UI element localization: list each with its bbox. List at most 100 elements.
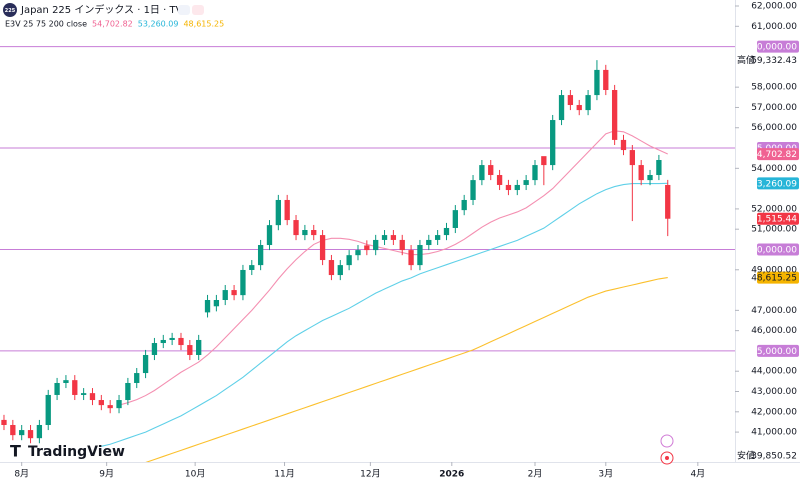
candle-body [54,382,60,395]
y-tick-label: 41,000.00 [751,428,797,438]
candle [576,99,582,116]
candle-body [240,269,246,296]
x-tick-label: 11月 [274,469,294,480]
candle-body [204,300,211,313]
candle [204,294,211,318]
candle-body [496,175,503,185]
moving-average [101,182,668,447]
candle [399,234,405,256]
candle [319,230,326,266]
candle [514,179,520,196]
candle-body [284,199,290,221]
candle [603,64,609,96]
candle-body [470,180,476,200]
candle [63,375,69,389]
candle-body [505,184,512,191]
replay-dot [665,456,669,460]
candle-body [585,95,591,111]
candle [550,114,556,171]
candle-body [125,382,131,401]
price-badge [757,271,799,284]
candle [337,260,343,281]
candle-body [567,95,574,106]
candle-body [249,265,255,270]
candle-body [355,250,361,256]
candle [196,334,202,361]
price-badge [757,177,799,190]
candle-body [629,150,635,166]
header-button[interactable] [178,5,190,15]
x-tick-label: 8月 [14,469,29,480]
candle [160,334,166,349]
y-tick-label: 47,000.00 [751,306,797,316]
candle-body [452,210,458,228]
y-tick-label: 44,000.00 [751,367,797,377]
candle-body [302,230,308,236]
candle-body [72,380,78,395]
level-badge [757,243,799,256]
candle [479,160,485,186]
candle [98,394,104,411]
candle-body [408,250,414,266]
price-badge [757,212,799,225]
candle-body [27,430,34,439]
candle-body [187,345,193,355]
candle [257,239,264,271]
candle [169,332,175,346]
candle-body [390,235,397,240]
candle-body [178,337,184,346]
price-label: 48,615.25 [751,274,797,284]
candle-body [656,160,662,176]
candle-body [665,184,671,219]
candle-body [541,156,547,166]
level-badge [757,40,799,53]
candle [452,205,458,234]
candle [80,388,87,401]
candle [19,424,25,441]
candle [36,419,43,444]
y-tick-label: 52,000.00 [751,204,797,214]
candle-body [169,337,175,340]
candle [426,234,432,251]
header-button[interactable] [192,5,204,15]
x-tick-label: 9月 [99,469,114,480]
candle-body [134,373,140,383]
candle-body [19,430,25,436]
price-tag: 安値 [737,449,755,461]
candle-body [594,69,600,96]
candle [266,220,273,251]
y-tick-label: 57,000.00 [751,103,797,113]
candle-body [116,400,122,409]
price-label: 54,702.82 [751,150,797,160]
candle [54,377,60,401]
candle [231,284,237,301]
candle-body [647,175,653,181]
candle [541,156,547,186]
candle-body [319,235,326,261]
candle-body [45,394,51,425]
candle-body [275,199,281,226]
candle [151,337,158,361]
candle [434,230,441,246]
candle-body [461,199,467,211]
candle-body [107,405,113,409]
branding: 𝗧 TradingView [10,442,125,461]
candle-body [532,165,538,181]
candle [470,175,476,206]
candle-body [417,245,423,266]
candle [594,60,600,101]
candle [558,90,565,126]
candle [523,175,529,191]
alert-icon[interactable] [660,434,674,448]
indicator-value: 54,702.82 [92,20,133,29]
level-badge [757,344,799,357]
candle-body [142,354,149,374]
y-tick-label: 58,000.00 [751,83,797,93]
candle [585,90,591,116]
candle [381,230,388,246]
plot-area [0,46,735,462]
level-label: 45,000.00 [751,347,797,357]
price-badge [757,148,799,161]
